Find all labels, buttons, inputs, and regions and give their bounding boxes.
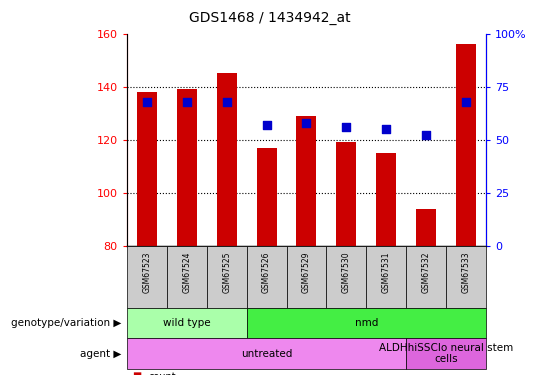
Bar <box>296 116 316 246</box>
Bar <box>456 44 476 246</box>
Point <box>422 132 430 138</box>
Point <box>143 99 151 105</box>
Bar <box>256 148 276 246</box>
Bar <box>336 142 356 246</box>
Text: GDS1468 / 1434942_at: GDS1468 / 1434942_at <box>189 11 351 25</box>
Bar <box>177 89 197 246</box>
Text: GSM67523: GSM67523 <box>143 252 151 293</box>
Text: GSM67532: GSM67532 <box>422 252 431 293</box>
Text: GSM67531: GSM67531 <box>382 252 391 293</box>
Point <box>302 120 311 126</box>
Text: GSM67524: GSM67524 <box>183 252 191 293</box>
Text: untreated: untreated <box>241 349 292 358</box>
Point <box>342 124 350 130</box>
Bar <box>137 92 157 246</box>
Text: GSM67530: GSM67530 <box>342 252 351 293</box>
Text: count: count <box>148 372 176 375</box>
Text: GSM67529: GSM67529 <box>302 252 311 293</box>
Text: GSM67526: GSM67526 <box>262 252 271 293</box>
Text: agent ▶: agent ▶ <box>80 349 122 358</box>
Text: nmd: nmd <box>355 318 378 328</box>
Text: ALDHhiSSClo neural stem
cells: ALDHhiSSClo neural stem cells <box>379 343 513 364</box>
Point <box>183 99 191 105</box>
Text: ■: ■ <box>132 372 141 375</box>
Text: GSM67533: GSM67533 <box>462 252 470 293</box>
Bar <box>376 153 396 246</box>
Point <box>262 122 271 128</box>
Text: genotype/variation ▶: genotype/variation ▶ <box>11 318 122 328</box>
Bar <box>416 209 436 246</box>
Text: wild type: wild type <box>163 318 211 328</box>
Bar <box>217 74 237 246</box>
Point <box>462 99 470 105</box>
Text: GSM67525: GSM67525 <box>222 252 231 293</box>
Point <box>222 99 231 105</box>
Point <box>382 126 390 132</box>
